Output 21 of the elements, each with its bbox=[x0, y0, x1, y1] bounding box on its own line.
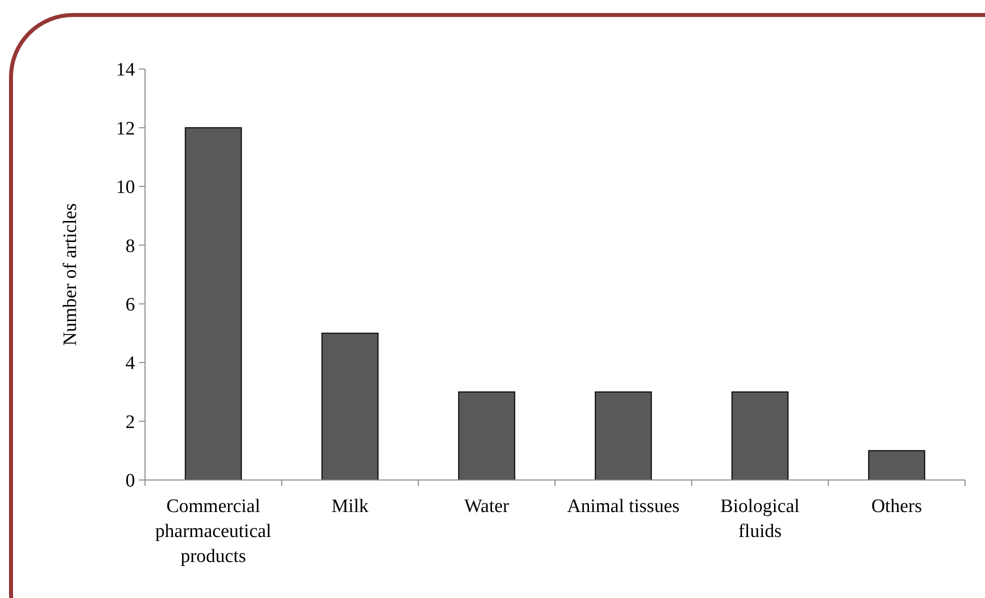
x-tick-label: Others bbox=[871, 496, 922, 517]
bar bbox=[321, 332, 379, 480]
y-tick-label: 14 bbox=[116, 60, 136, 81]
bar bbox=[458, 391, 516, 480]
x-tick-label: Water bbox=[464, 496, 510, 517]
y-axis-title: Number of articles bbox=[60, 203, 81, 346]
y-tick-label: 4 bbox=[126, 353, 136, 374]
x-tick-label: Biological fluids bbox=[720, 496, 800, 542]
y-tick-label: 0 bbox=[126, 470, 135, 492]
x-tick-label: Animal tissues bbox=[567, 496, 680, 517]
y-tick-label: 6 bbox=[126, 294, 135, 316]
x-tick-label: Milk bbox=[332, 496, 369, 517]
bar bbox=[594, 391, 652, 480]
y-tick-label: 8 bbox=[126, 236, 135, 257]
bar bbox=[868, 450, 926, 480]
y-tick-label: 2 bbox=[126, 412, 135, 433]
bar bbox=[184, 127, 242, 480]
bar bbox=[731, 391, 789, 480]
y-tick-label: 10 bbox=[116, 177, 135, 198]
y-tick-label: 12 bbox=[116, 118, 135, 140]
x-tick-label: Commercial pharmaceutical products bbox=[155, 496, 272, 567]
